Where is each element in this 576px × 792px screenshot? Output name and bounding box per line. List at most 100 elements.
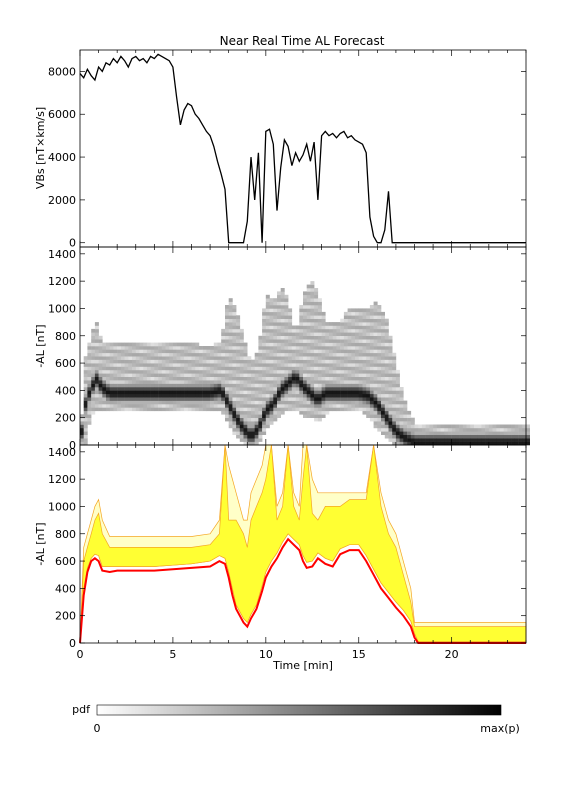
heatmap-cell <box>143 366 148 371</box>
heatmap-cell <box>340 407 345 412</box>
heatmap-cell <box>421 441 426 446</box>
heatmap-cell <box>332 325 337 330</box>
heatmap-cell <box>332 397 337 401</box>
heatmap-cell <box>91 356 96 360</box>
heatmap-cell <box>303 339 307 343</box>
heatmap-cell <box>306 369 311 374</box>
heatmap-cell <box>262 400 267 405</box>
heatmap-cell <box>314 390 319 395</box>
heatmap-cell <box>343 376 348 381</box>
heatmap-cell <box>336 393 341 398</box>
heatmap-cell <box>154 363 159 367</box>
heatmap-cell <box>336 404 341 408</box>
heatmap-cell <box>262 359 267 364</box>
heatmap-cell <box>351 339 356 343</box>
heatmap-cell <box>317 417 322 422</box>
heatmap-cell <box>184 407 189 412</box>
heatmap-cell <box>247 376 252 381</box>
heatmap-cell <box>247 424 252 429</box>
heatmap-cell <box>392 356 397 360</box>
heatmap-cell <box>265 315 270 319</box>
heatmap-cell <box>206 369 211 374</box>
heatmap-cell <box>113 404 118 408</box>
heatmap-cell <box>355 404 359 408</box>
heatmap-cell <box>429 431 434 435</box>
heatmap-cell <box>239 342 244 347</box>
y-tick-label: 400 <box>55 384 76 397</box>
time-axis-label: Time [min] <box>272 659 333 672</box>
heatmap-cell <box>336 376 341 381</box>
heatmap-cell <box>262 311 267 316</box>
heatmap-cell <box>80 421 84 425</box>
heatmap-cell <box>399 404 404 408</box>
heatmap-cell <box>358 397 363 401</box>
heatmap-cell <box>410 424 415 429</box>
heatmap-cell <box>117 393 122 398</box>
heatmap-cell <box>518 441 523 446</box>
heatmap-cell <box>399 387 404 391</box>
heatmap-cell <box>447 441 452 446</box>
heatmap-cell <box>433 427 438 432</box>
heatmap-cell <box>399 397 404 401</box>
heatmap-cell <box>239 346 244 350</box>
heatmap-cell <box>113 349 118 354</box>
heatmap-cell <box>366 352 371 357</box>
heatmap-cell <box>180 356 185 360</box>
heatmap-cell <box>243 366 248 371</box>
heatmap-cell <box>102 363 107 367</box>
heatmap-cell <box>165 387 170 391</box>
heatmap-cell <box>310 301 315 306</box>
heatmap-cell <box>362 410 367 415</box>
heatmap-cell <box>210 404 215 408</box>
heatmap-cell <box>120 356 125 360</box>
heatmap-cell <box>343 387 348 391</box>
heatmap-cell <box>254 414 259 418</box>
heatmap-cell <box>102 349 107 354</box>
heatmap-cell <box>362 400 367 405</box>
heatmap-cell <box>347 376 352 381</box>
heatmap-cell <box>340 339 345 343</box>
heatmap-cell <box>436 427 441 432</box>
heatmap-cell <box>284 315 289 319</box>
heatmap-cell <box>187 404 192 408</box>
heatmap-cell <box>340 393 345 398</box>
heatmap-cell <box>373 380 378 384</box>
heatmap-cell <box>518 424 523 429</box>
heatmap-cell <box>343 380 348 384</box>
heatmap-cell <box>377 373 382 377</box>
heatmap-cell <box>243 407 248 412</box>
heatmap-cell <box>377 404 382 408</box>
heatmap-cell <box>291 363 296 367</box>
heatmap-cell <box>91 404 96 408</box>
heatmap-cell <box>310 318 315 323</box>
heatmap-cell <box>340 328 345 333</box>
heatmap-cell <box>262 410 267 415</box>
heatmap-cell <box>403 400 408 405</box>
heatmap-cell <box>109 346 114 350</box>
heatmap-cell <box>362 363 367 367</box>
heatmap-cell <box>247 438 252 442</box>
heatmap-cell <box>462 431 467 435</box>
heatmap-cell <box>277 308 281 313</box>
heatmap-cell <box>355 328 359 333</box>
heatmap-cell <box>466 427 471 432</box>
heatmap-cell <box>225 356 229 360</box>
heatmap-cell <box>91 397 96 401</box>
heatmap-cell <box>373 332 378 336</box>
heatmap-cell <box>503 431 508 435</box>
heatmap-cell <box>407 427 412 432</box>
heatmap-cell <box>384 390 389 395</box>
heatmap-cell <box>284 356 289 360</box>
heatmap-cell <box>366 404 371 408</box>
heatmap-cell <box>191 342 196 347</box>
heatmap-cell <box>128 373 133 377</box>
heatmap-cell <box>139 346 144 350</box>
heatmap-cell <box>306 349 311 354</box>
heatmap-cell <box>288 359 293 364</box>
heatmap-cell <box>277 315 281 319</box>
heatmap-cell <box>306 400 311 405</box>
heatmap-cell <box>466 441 471 446</box>
heatmap-cell <box>336 359 341 364</box>
heatmap-cell <box>377 342 382 347</box>
heatmap-cell <box>251 424 255 429</box>
